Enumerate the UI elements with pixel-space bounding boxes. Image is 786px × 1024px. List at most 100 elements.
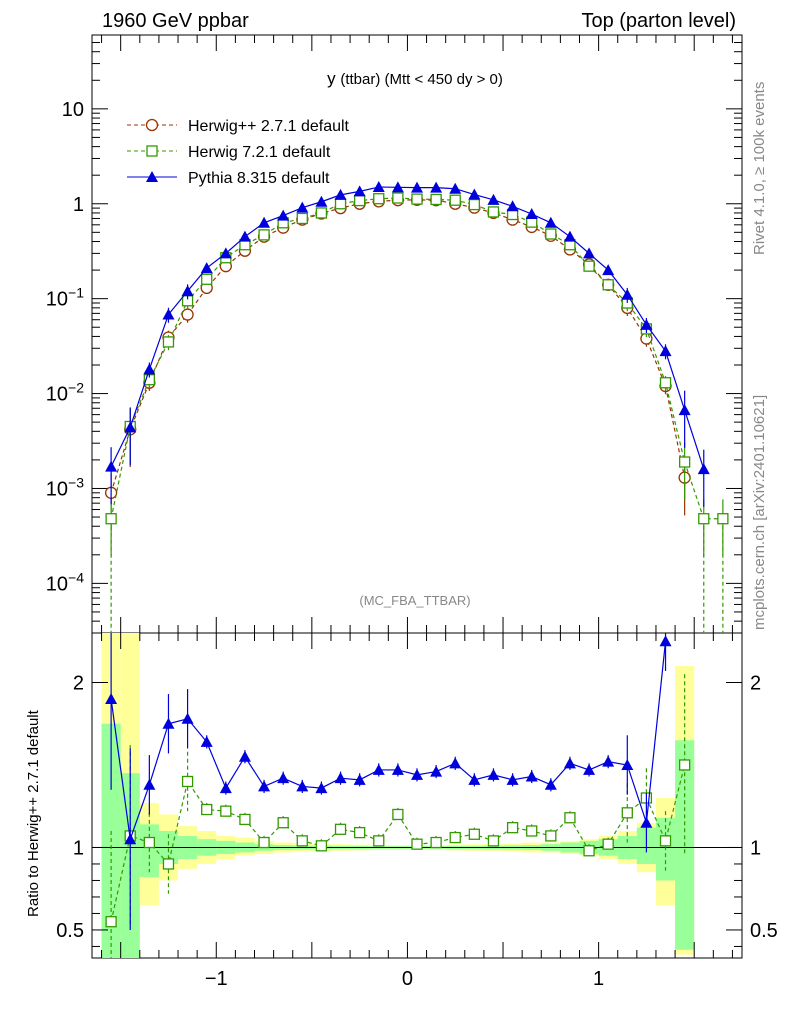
ratio-point-pythia xyxy=(621,758,634,770)
legend-label-pythia: Pythia 8.315 default xyxy=(188,170,330,187)
legend-entry-herwigpp: Herwig++ 2.7.1 default xyxy=(127,118,350,135)
ratio-ytick-label-left: 1 xyxy=(73,837,84,859)
main-line-herwigpp xyxy=(110,199,686,493)
main-ytick-label: 1 xyxy=(73,194,84,216)
ratio-point-herwig7 xyxy=(373,835,385,847)
ratio-point-herwig7 xyxy=(162,858,175,870)
ratio-point-herwig7 xyxy=(277,817,289,829)
ratio-point-pythia xyxy=(258,780,271,792)
main-ytick-label: 10−1 xyxy=(46,285,84,311)
legend-entry-herwig7: Herwig 7.2.1 default xyxy=(127,144,331,161)
ratio-point-pythia xyxy=(487,768,500,780)
plot-title-var: y xyxy=(327,69,336,88)
legend-marker-herwigpp xyxy=(145,118,159,132)
ratio-point-herwig7 xyxy=(506,822,519,834)
ratio-point-herwig7 xyxy=(430,836,442,849)
ratio-point-herwig7 xyxy=(392,808,404,821)
main-point-pythia xyxy=(219,247,232,259)
ratio-ytick-label-right: 2 xyxy=(750,672,761,694)
main-point-pythia xyxy=(334,188,347,200)
ratio-panel xyxy=(91,632,743,959)
ratio-point-herwig7 xyxy=(201,803,213,816)
ratio-point-pythia xyxy=(468,773,481,785)
ratio-point-herwig7 xyxy=(239,813,251,826)
analysis-watermark: (MC_FBA_TTBAR) xyxy=(359,593,470,608)
ratio-point-pythia xyxy=(430,765,443,777)
legend-entry-pythia: Pythia 8.315 default xyxy=(127,170,330,187)
ratio-point-pythia xyxy=(238,750,251,762)
ratio-point-pythia xyxy=(143,778,156,790)
ratio-ytick-label-right: 0.5 xyxy=(750,920,778,942)
ratio-ytick-label-right: 1 xyxy=(750,837,761,859)
main-point-herwig7 xyxy=(717,513,729,525)
ratio-point-pythia xyxy=(640,816,653,828)
main-point-pythia xyxy=(315,195,328,207)
main-point-herwig7 xyxy=(201,273,213,285)
ratio-point-pythia xyxy=(334,772,347,784)
ratio-point-pythia xyxy=(411,768,423,780)
main-point-pythia xyxy=(124,421,137,433)
main-point-pythia xyxy=(487,193,500,205)
ratio-point-pythia xyxy=(659,635,672,647)
main-point-pythia xyxy=(449,182,462,194)
ratio-frame xyxy=(91,632,743,959)
ratio-xtick-label: −1 xyxy=(205,968,228,990)
ratio-point-pythia xyxy=(602,755,615,767)
main-point-pythia xyxy=(525,207,538,219)
main-point-pythia xyxy=(659,345,672,357)
main-point-pythia xyxy=(430,181,443,193)
ratio-point-herwig7 xyxy=(334,823,347,835)
legend-marker-herwig7 xyxy=(146,145,158,157)
main-point-herwig7 xyxy=(678,456,691,468)
main-point-pythia xyxy=(391,181,404,193)
main-point-herwig7 xyxy=(602,279,614,291)
main-point-pythia xyxy=(105,460,118,472)
ratio-point-pythia xyxy=(391,763,404,775)
ratio-point-pythia xyxy=(296,780,309,792)
main-point-pythia xyxy=(143,363,156,375)
ratio-point-pythia xyxy=(583,763,596,775)
legend: Herwig++ 2.7.1 default Herwig 7.2.1 defa… xyxy=(127,118,350,187)
ratio-point-pythia xyxy=(525,770,538,782)
main-point-herwig7 xyxy=(583,260,595,272)
main-point-pythia xyxy=(258,216,271,228)
ratio-point-herwig7 xyxy=(564,812,576,824)
main-point-pythia xyxy=(544,216,557,228)
main-point-herwig7 xyxy=(392,192,404,204)
ratio-point-pythia xyxy=(200,735,213,747)
main-point-herwig7 xyxy=(545,228,557,240)
ratio-point-herwig7 xyxy=(258,836,270,849)
ratio-point-pythia xyxy=(105,692,118,704)
mcplots-label: mcplots.cern.ch [arXiv:2401.10621] xyxy=(751,395,768,630)
ratio-point-herwig7 xyxy=(487,835,500,847)
ratio-point-herwig7 xyxy=(105,916,117,928)
main-point-herwig7 xyxy=(430,193,442,206)
main-point-pythia xyxy=(678,404,691,416)
main-point-pythia xyxy=(238,230,251,242)
main-point-pythia xyxy=(697,463,710,475)
ratio-point-herwig7 xyxy=(296,835,308,847)
main-point-pythia xyxy=(602,264,615,276)
main-point-herwig7 xyxy=(411,193,423,205)
ratio-point-herwig7 xyxy=(468,828,481,840)
main-point-herwig7 xyxy=(334,198,347,210)
ratio-point-herwig7 xyxy=(353,826,366,839)
ratio-point-herwig7 xyxy=(181,775,194,788)
main-point-pythia xyxy=(296,201,309,213)
main-point-herwig7 xyxy=(105,513,117,525)
main-ytick-label: 10−4 xyxy=(46,569,84,595)
right-title: Top (parton level) xyxy=(581,10,736,32)
main-point-pythia xyxy=(468,188,481,200)
main-point-pythia xyxy=(162,308,175,320)
ratio-point-herwig7 xyxy=(526,825,538,837)
ratio-point-pythia xyxy=(315,782,328,794)
main-point-herwig7 xyxy=(698,513,710,525)
ratio-xtick-label: 0 xyxy=(402,968,413,990)
ratio-point-pythia xyxy=(219,782,232,794)
main-point-herwig7 xyxy=(373,193,385,205)
main-point-herwig7 xyxy=(659,377,672,389)
main-ytick-label: 10−2 xyxy=(46,380,84,406)
plot-title-rest: (ttbar) (Mtt < 450 dy > 0) xyxy=(340,71,503,88)
main-point-pythia xyxy=(372,181,385,193)
ratio-line-pythia xyxy=(110,641,667,840)
